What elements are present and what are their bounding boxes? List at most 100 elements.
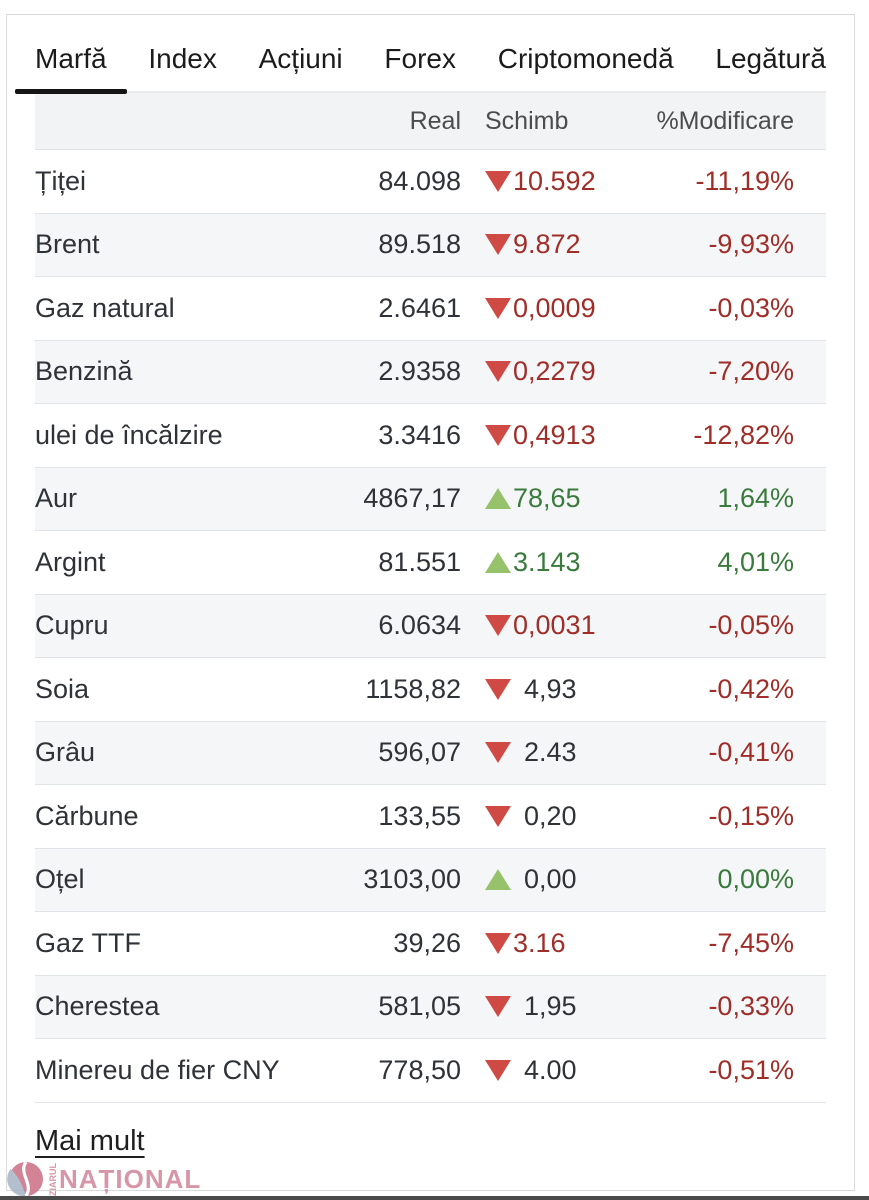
commodities-widget: Marfă Index Acțiuni Forex Criptomonedă L… bbox=[6, 14, 855, 1191]
real-value: 84.098 bbox=[378, 165, 461, 196]
table-row[interactable]: ulei de încălzire 3.3416 0,4913 -12,82% bbox=[35, 404, 826, 468]
real-value: 133,55 bbox=[378, 800, 461, 831]
real-value: 581,05 bbox=[378, 991, 461, 1022]
percent-change: 0,00% bbox=[717, 864, 794, 895]
tab-index[interactable]: Index bbox=[148, 37, 217, 91]
commodity-name: ulei de încălzire bbox=[35, 419, 223, 450]
table-row[interactable]: Aur 4867,17 78,65 1,64% bbox=[35, 467, 826, 531]
commodity-name: Benzină bbox=[35, 356, 133, 387]
percent-change: -0,51% bbox=[708, 1054, 794, 1085]
change-value: 3.16 bbox=[513, 927, 566, 958]
national-watermark: ZIARUL NAȚIONAL bbox=[7, 1160, 201, 1198]
table-row[interactable]: Brent 89.518 9.872 -9,93% bbox=[35, 213, 826, 277]
change-cell: 1,95 bbox=[461, 991, 656, 1022]
header-pct-modificare: %Modificare bbox=[656, 106, 794, 135]
trend-triangle-icon bbox=[485, 1059, 511, 1081]
trend-triangle-icon bbox=[485, 678, 511, 700]
more-link[interactable]: Mai mult bbox=[35, 1124, 145, 1157]
tab-label: Marfă bbox=[35, 43, 107, 74]
percent-change: -0,41% bbox=[708, 737, 794, 768]
table-row[interactable]: Benzină 2.9358 0,2279 -7,20% bbox=[35, 340, 826, 404]
change-value: 78,65 bbox=[513, 483, 581, 514]
commodity-name: Brent bbox=[35, 229, 100, 260]
tab-label: Legătură bbox=[715, 43, 826, 74]
table-row[interactable]: Gaz TTF 39,26 3.16 -7,45% bbox=[35, 912, 826, 976]
change-cell: 4.00 bbox=[461, 1055, 656, 1086]
commodity-name: Oțel bbox=[35, 864, 85, 895]
real-value: 89.518 bbox=[378, 229, 461, 260]
bottom-edge-bar bbox=[0, 1196, 869, 1200]
real-value: 4867,17 bbox=[363, 483, 461, 514]
change-cell: 3.16 bbox=[461, 928, 656, 959]
table-row[interactable]: Gaz natural 2.6461 0,0009 -0,03% bbox=[35, 277, 826, 341]
trend-triangle-icon bbox=[485, 488, 511, 510]
change-value: 10.592 bbox=[513, 165, 596, 196]
tab-marfa[interactable]: Marfă bbox=[15, 37, 127, 94]
change-value: 4.00 bbox=[524, 1054, 577, 1085]
percent-change: -0,42% bbox=[708, 673, 794, 704]
real-value: 2.9358 bbox=[378, 356, 461, 387]
change-value: 3.143 bbox=[513, 546, 581, 577]
real-value: 3103,00 bbox=[363, 864, 461, 895]
percent-change: -7,45% bbox=[708, 927, 794, 958]
real-value: 3.3416 bbox=[378, 419, 461, 450]
table-row[interactable]: Grâu 596,07 2.43 -0,41% bbox=[35, 721, 826, 785]
trend-triangle-icon bbox=[485, 742, 511, 764]
table-row[interactable]: Cărbune 133,55 0,20 -0,15% bbox=[35, 785, 826, 849]
tab-actiuni[interactable]: Acțiuni bbox=[259, 37, 343, 91]
trend-triangle-icon bbox=[485, 297, 511, 319]
change-value: 1,95 bbox=[524, 991, 577, 1022]
tab-label: Index bbox=[148, 43, 217, 74]
commodity-name: Grâu bbox=[35, 737, 96, 768]
change-value: 4,93 bbox=[524, 673, 577, 704]
market-tabs: Marfă Index Acțiuni Forex Criptomonedă L… bbox=[15, 15, 826, 94]
tab-label: Criptomonedă bbox=[497, 43, 674, 74]
percent-change: -0,33% bbox=[708, 991, 794, 1022]
trend-triangle-icon bbox=[485, 996, 511, 1018]
percent-change: 1,64% bbox=[717, 483, 794, 514]
table-row[interactable]: Soia 1158,82 4,93 -0,42% bbox=[35, 658, 826, 722]
table-row[interactable]: Cherestea 581,05 1,95 -0,33% bbox=[35, 975, 826, 1039]
change-value: 9.872 bbox=[513, 229, 581, 260]
percent-change: -0,15% bbox=[708, 800, 794, 831]
tab-legatura[interactable]: Legătură bbox=[715, 37, 826, 91]
table-row[interactable]: Cupru 6.0634 0,0031 -0,05% bbox=[35, 594, 826, 658]
table-row[interactable]: Oțel 3103,00 0,00 0,00% bbox=[35, 848, 826, 912]
change-cell: 0,20 bbox=[461, 801, 656, 832]
commodity-name: Minereu de fier CNY bbox=[35, 1054, 280, 1085]
table-row[interactable]: Minereu de fier CNY 778,50 4.00 -0,51% bbox=[35, 1039, 826, 1103]
watermark-small-label: ZIARUL bbox=[48, 1162, 58, 1196]
percent-change: -0,05% bbox=[708, 610, 794, 641]
national-logo-icon bbox=[7, 1161, 43, 1197]
change-cell: 0,4913 bbox=[461, 420, 656, 451]
change-cell: 3.143 bbox=[461, 547, 656, 578]
tab-forex[interactable]: Forex bbox=[384, 37, 456, 91]
table-row[interactable]: Țiței 84.098 10.592 -11,19% bbox=[35, 150, 826, 214]
percent-change: 4,01% bbox=[717, 546, 794, 577]
change-value: 0,20 bbox=[524, 800, 577, 831]
change-cell: 0,2279 bbox=[461, 356, 656, 387]
change-cell: 4,93 bbox=[461, 674, 656, 705]
commodity-name: Aur bbox=[35, 483, 78, 514]
commodity-name: Soia bbox=[35, 673, 90, 704]
tab-label: Acțiuni bbox=[258, 43, 343, 74]
change-cell: 10.592 bbox=[461, 166, 656, 197]
real-value: 2.6461 bbox=[378, 292, 461, 323]
trend-triangle-icon bbox=[485, 424, 511, 446]
change-cell: 0,0009 bbox=[461, 293, 656, 324]
real-value: 1158,82 bbox=[365, 673, 461, 704]
real-value: 81.551 bbox=[378, 546, 461, 577]
header-change: Schimb bbox=[485, 106, 569, 135]
commodities-table-body: Țiței 84.098 10.592 -11,19% Brent 89.518… bbox=[35, 150, 826, 1103]
trend-triangle-icon bbox=[485, 361, 511, 383]
commodity-name: Gaz natural bbox=[35, 292, 175, 323]
trend-triangle-icon bbox=[485, 234, 511, 256]
change-value: 0,0009 bbox=[513, 292, 596, 323]
tab-criptomoneda[interactable]: Criptomonedă bbox=[498, 37, 674, 91]
commodity-name: Cherestea bbox=[35, 991, 160, 1022]
table-row[interactable]: Argint 81.551 3.143 4,01% bbox=[35, 531, 826, 595]
trend-triangle-icon bbox=[485, 170, 511, 192]
real-value: 596,07 bbox=[378, 737, 461, 768]
percent-change: -0,03% bbox=[708, 292, 794, 323]
trend-triangle-icon bbox=[485, 869, 511, 891]
